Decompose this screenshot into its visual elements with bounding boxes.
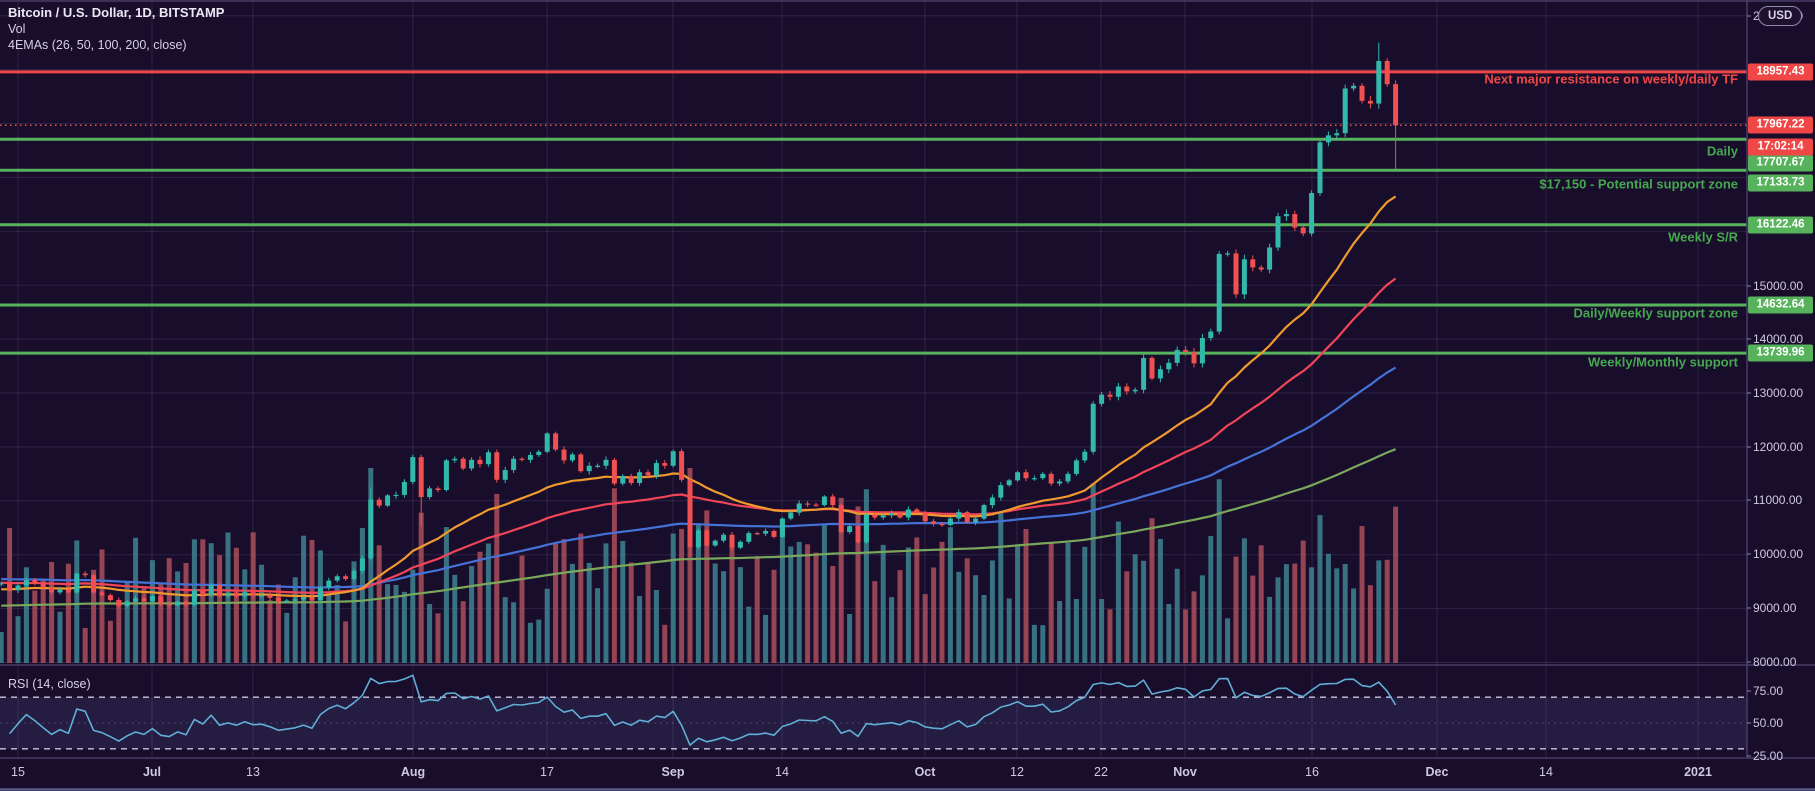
price-axis-tick: 8000.00 [1753,655,1797,669]
price-axis-tick: 13000.00 [1753,386,1804,400]
price-line-label: 17707.67 [1748,154,1813,172]
time-axis-tick: Oct [914,765,936,779]
price-axis-tick: 11000.00 [1753,493,1803,507]
chart-annotation[interactable]: Weekly/Monthly support [1588,354,1738,370]
chart-annotation[interactable]: $17,150 - Potential support zone [1539,176,1738,192]
time-axis-tick: 16 [1305,765,1319,779]
time-axis-tick: Aug [400,765,426,779]
chart-annotation[interactable]: Daily [1706,143,1738,159]
time-axis-tick: 2021 [1684,765,1712,779]
price-axis-tick: 10000.00 [1753,547,1804,561]
time-axis-tick: 14 [775,765,789,779]
price-axis-tick: 9000.00 [1753,601,1797,615]
time-axis-tick: Dec [1425,765,1449,779]
bar-close-countdown: 17:02:14 [1748,138,1813,156]
time-axis-tick: Sep [661,765,685,779]
price-axis-tick: 15000.00 [1753,279,1804,293]
time-axis-tick: Nov [1173,765,1197,779]
time-axis-tick: 22 [1094,765,1108,779]
price-line-label: 18957.43 [1748,63,1813,81]
time-axis-tick: 14 [1539,765,1553,779]
price-axis-tick: 25.00 [1753,749,1784,763]
chart-annotation[interactable]: Daily/Weekly support zone [1573,305,1738,321]
time-axis-tick: 17 [540,765,554,779]
chart-annotation[interactable]: Weekly S/R [1668,229,1738,245]
price-line-label: 17133.73 [1748,174,1813,192]
price-axis-tick: 75.00 [1753,684,1784,698]
price-line-label: 16122.46 [1748,216,1813,234]
price-axis-tick: 12000.00 [1753,440,1804,454]
time-axis-tick: Jul [142,765,162,779]
price-axis[interactable] [1747,0,1815,758]
price-line-label: 13739.96 [1748,344,1813,362]
price-axis-tick: 14000.00 [1753,332,1804,346]
price-line-label: 14632.64 [1748,296,1813,314]
rsi-indicator-label[interactable]: RSI (14, close) [8,677,91,691]
time-axis-tick: 15 [11,765,25,779]
chart-annotation[interactable]: Next major resistance on weekly/daily TF [1484,71,1738,87]
currency-toggle-button[interactable]: USD [1758,6,1803,26]
price-axis-tick: 50.00 [1753,716,1784,730]
time-axis[interactable] [0,758,1815,791]
time-axis-tick: 13 [246,765,260,779]
time-axis-tick: 12 [1010,765,1024,779]
price-line-label: 17967.22 [1748,116,1813,134]
